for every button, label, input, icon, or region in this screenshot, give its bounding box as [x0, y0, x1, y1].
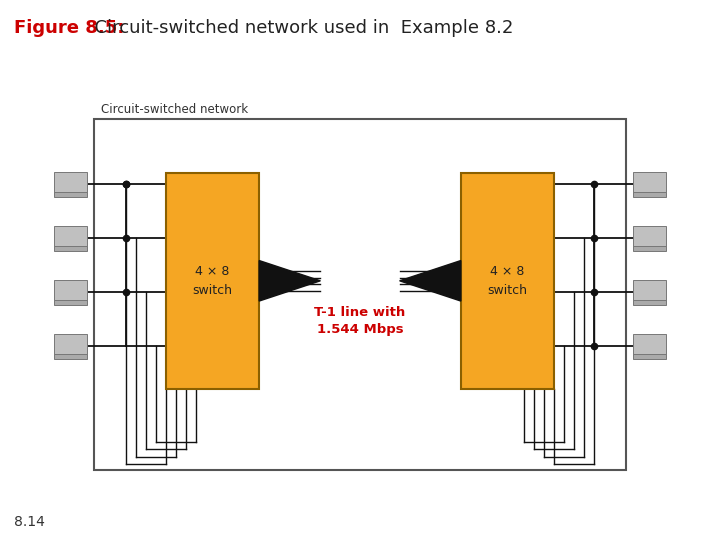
FancyBboxPatch shape: [633, 226, 666, 247]
FancyBboxPatch shape: [54, 172, 87, 193]
Text: Circuit-switched network used in  Example 8.2: Circuit-switched network used in Example…: [83, 19, 513, 37]
FancyBboxPatch shape: [53, 354, 87, 359]
Bar: [461, 173, 554, 389]
FancyBboxPatch shape: [53, 246, 87, 251]
Text: T-1 line with
1.544 Mbps: T-1 line with 1.544 Mbps: [315, 306, 405, 336]
FancyBboxPatch shape: [633, 192, 667, 197]
Text: Figure 8.5:: Figure 8.5:: [14, 19, 125, 37]
Text: 4 × 8
switch: 4 × 8 switch: [487, 265, 528, 297]
FancyBboxPatch shape: [54, 280, 87, 301]
FancyBboxPatch shape: [633, 172, 666, 193]
FancyBboxPatch shape: [54, 226, 87, 247]
Text: 8.14: 8.14: [14, 515, 45, 529]
Text: Circuit-switched network: Circuit-switched network: [101, 103, 248, 116]
FancyBboxPatch shape: [633, 246, 667, 251]
Polygon shape: [400, 260, 461, 301]
FancyBboxPatch shape: [633, 334, 666, 355]
Polygon shape: [259, 260, 320, 301]
FancyBboxPatch shape: [53, 300, 87, 305]
Text: 4 × 8
switch: 4 × 8 switch: [192, 265, 233, 297]
Bar: [166, 173, 259, 389]
FancyBboxPatch shape: [633, 280, 666, 301]
FancyBboxPatch shape: [633, 354, 667, 359]
FancyBboxPatch shape: [53, 192, 87, 197]
FancyBboxPatch shape: [54, 334, 87, 355]
Bar: [94, 119, 626, 470]
FancyBboxPatch shape: [633, 300, 667, 305]
